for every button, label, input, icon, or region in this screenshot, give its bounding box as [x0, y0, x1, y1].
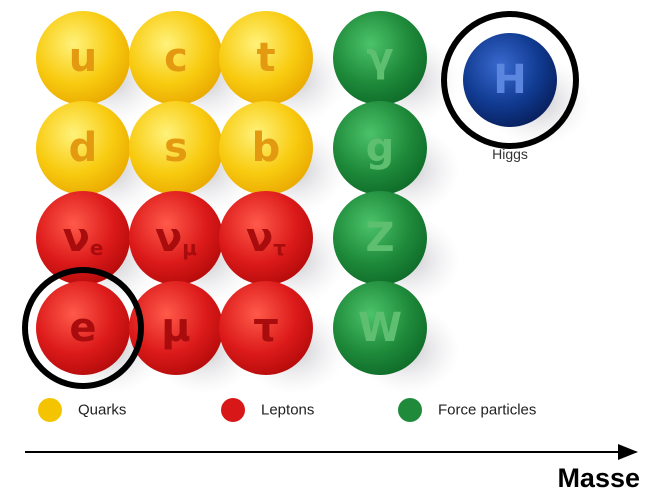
particle-symbol: e: [69, 305, 96, 351]
symbol: u: [69, 35, 97, 81]
symbol: e: [69, 305, 96, 351]
legend-label: Force particles: [438, 402, 536, 419]
symbol: b: [252, 125, 281, 171]
legend-label: Quarks: [78, 402, 126, 419]
subscript: μ: [182, 236, 197, 260]
particle-symbol: g: [366, 125, 395, 171]
particle-symbol: c: [164, 35, 188, 81]
legend-swatch: [38, 398, 62, 422]
symbol: s: [164, 125, 188, 171]
symbol: t: [256, 35, 275, 81]
symbol: γ: [366, 35, 393, 81]
particle-symbol: Z: [365, 215, 394, 261]
symbol: ν: [246, 215, 273, 261]
symbol: W: [358, 305, 402, 351]
particle-symbol: t: [256, 35, 275, 81]
symbol: g: [366, 125, 395, 171]
axis-label: Masse: [557, 463, 640, 493]
particle-symbol: s: [164, 125, 188, 171]
symbol: d: [69, 125, 98, 171]
legend-swatch: [221, 398, 245, 422]
particle-symbol: W: [358, 305, 402, 351]
particle-symbol: H: [493, 57, 526, 103]
symbol: H: [493, 57, 526, 103]
particle-symbol: u: [69, 35, 97, 81]
legend-label: Leptons: [261, 402, 314, 419]
symbol: c: [164, 35, 188, 81]
particle-symbol: b: [252, 125, 281, 171]
particle-symbol: γ: [366, 35, 393, 81]
symbol: ν: [155, 215, 182, 261]
symbol: τ: [253, 305, 279, 351]
legend-swatch: [398, 398, 422, 422]
symbol: μ: [161, 305, 190, 351]
diagram: uctγdsbgνeνμντZeμτWHHiggs QuarksLeptonsF…: [0, 0, 650, 496]
particle-symbol: d: [69, 125, 98, 171]
particle-symbol: μ: [161, 305, 190, 351]
arrow-head: [618, 444, 638, 460]
particle-symbol: τ: [253, 305, 279, 351]
symbol: ν: [63, 215, 90, 261]
legend: Quarks Leptons Force particles: [38, 398, 536, 422]
symbol: Z: [365, 215, 394, 261]
subscript: e: [90, 236, 104, 260]
subscript: τ: [273, 236, 286, 260]
